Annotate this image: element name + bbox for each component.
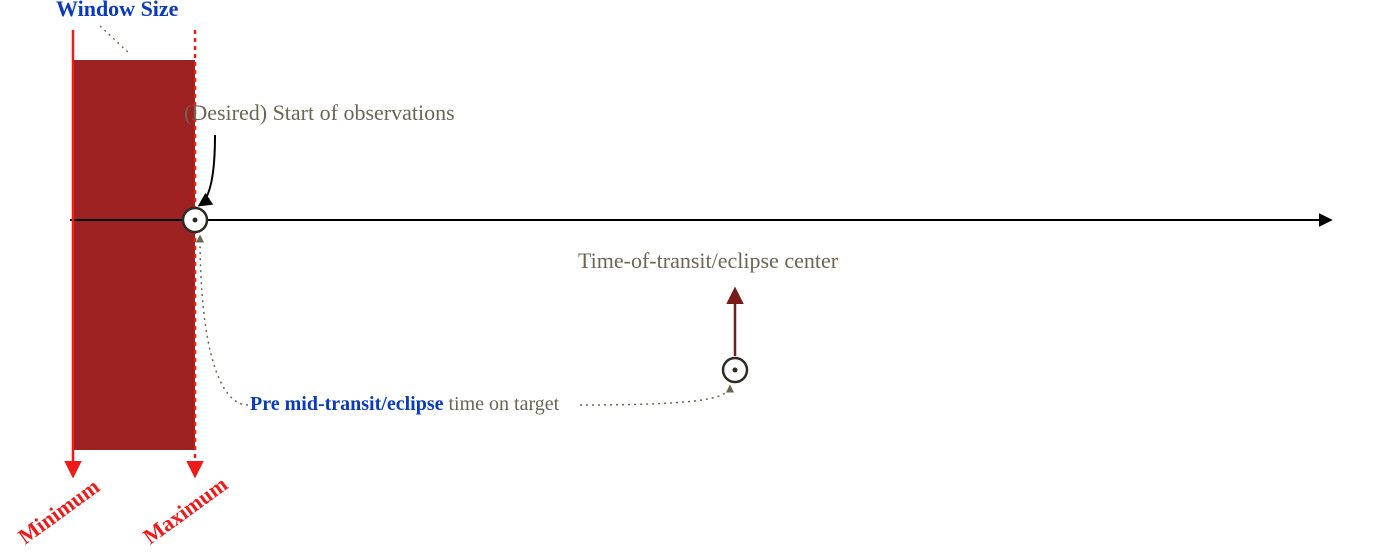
transit-center-label: Time-of-transit/eclipse center — [578, 248, 839, 273]
pre-time-label-rest: time on target — [443, 393, 559, 415]
transit-window-diagram: Window Size (Desired) Start of observati… — [0, 0, 1400, 560]
start-marker-inner — [193, 218, 198, 223]
pre-to-center-connector — [580, 386, 730, 405]
window-size-title: Window Size — [56, 0, 179, 21]
maximum-label: Maximum — [138, 471, 232, 549]
start-of-observations-label: (Desired) Start of observations — [184, 100, 455, 125]
pre-time-label: Pre mid-transit/eclipse time on target — [250, 393, 560, 415]
center-marker-inner — [733, 368, 738, 373]
pre-to-start-connector — [200, 236, 248, 405]
pre-time-label-bold: Pre mid-transit/eclipse — [250, 393, 444, 415]
start-label-arrow — [200, 135, 215, 205]
minimum-label: Minimum — [13, 473, 104, 549]
window-rect — [73, 60, 195, 450]
title-connector — [100, 26, 130, 54]
